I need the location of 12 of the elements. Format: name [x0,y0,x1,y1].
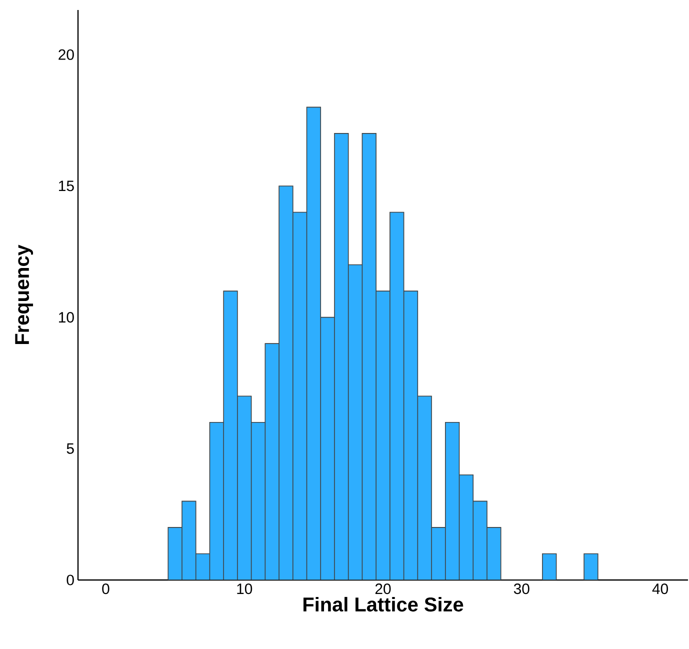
x-tick-label: 30 [514,584,530,594]
x-tick-label: 20 [375,584,391,594]
x-tick-label: 0 [102,584,110,594]
y-tick-label: 0 [66,574,74,586]
y-tick-label: 10 [59,312,74,323]
x-tick-label: 40 [652,584,668,594]
x-axis-title: Final Lattice Size [304,596,464,612]
y-tick-label: 20 [58,49,74,60]
x-tick-label: 10 [237,584,252,594]
y-axis-title: Frequency [15,244,34,344]
y-tick-label: 5 [66,443,74,454]
y-tick-label: 15 [59,180,74,192]
